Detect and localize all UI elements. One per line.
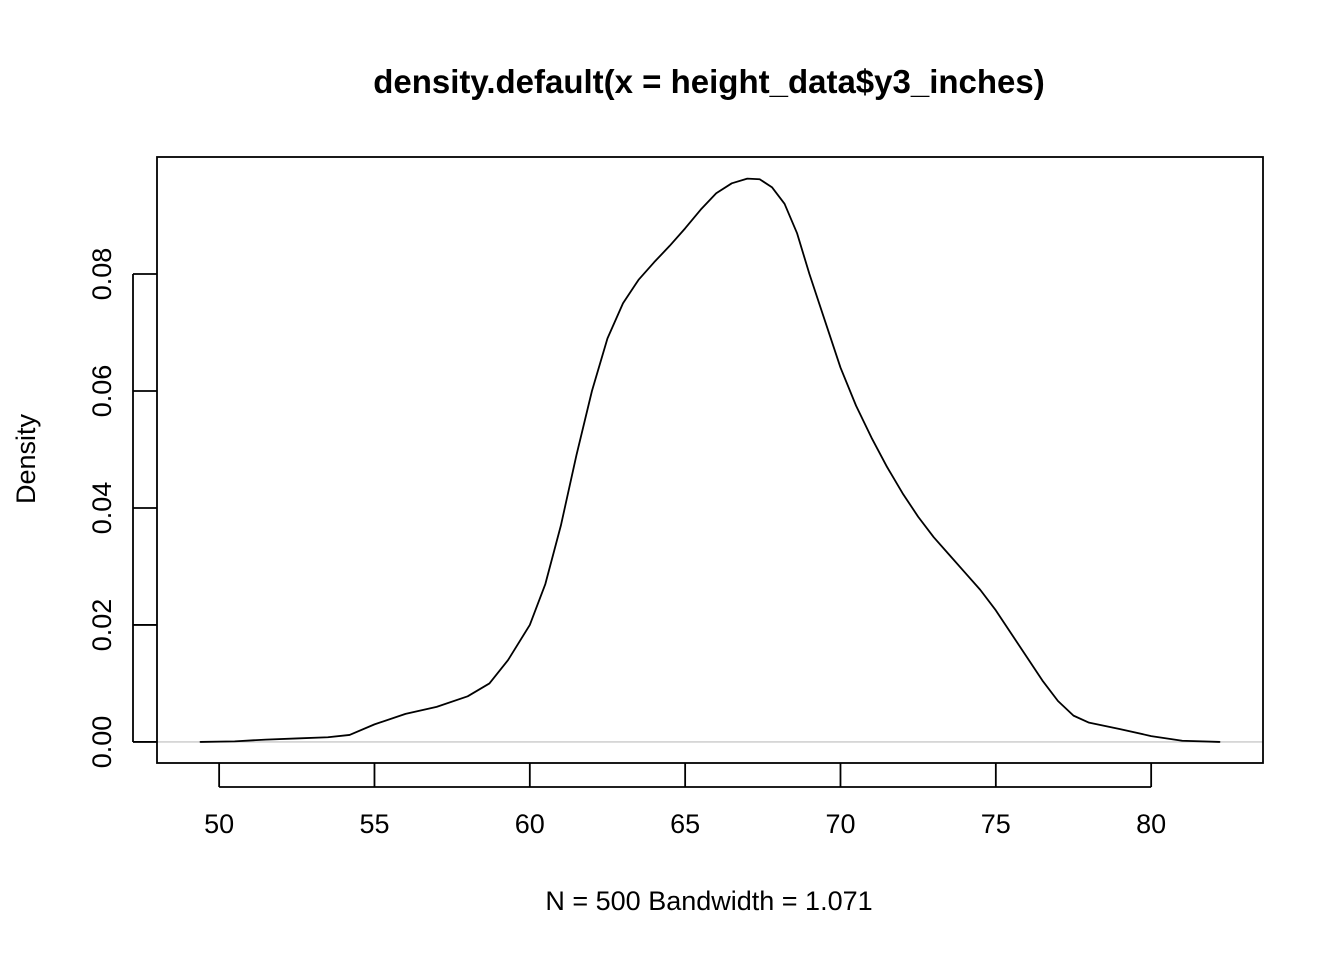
density-curve (199, 177, 1221, 743)
y-tick-label: 0.08 (87, 248, 117, 301)
plot-area: 50 55 60 65 70 75 80 0.00 0.02 0.04 0.06 0.08 (87, 156, 1264, 839)
y-tick-label: 0.04 (87, 482, 117, 535)
x-tick-label: 55 (359, 809, 389, 839)
x-tick-label: 65 (670, 809, 700, 839)
x-tick-label: 75 (981, 809, 1011, 839)
y-tick-label: 0.00 (87, 716, 117, 769)
x-tick-label: 70 (825, 809, 855, 839)
plot-frame (156, 156, 1264, 764)
y-tick-label: 0.02 (87, 599, 117, 652)
y-tick-label: 0.06 (87, 365, 117, 418)
y-axis-label: Density (11, 413, 41, 504)
chart-title: density.default(x = height_data$y3_inche… (373, 63, 1045, 100)
x-tick-label: 60 (515, 809, 545, 839)
x-axis-label: N = 500 Bandwidth = 1.071 (545, 886, 872, 916)
x-tick-label: 50 (204, 809, 234, 839)
x-tick-label: 80 (1136, 809, 1166, 839)
